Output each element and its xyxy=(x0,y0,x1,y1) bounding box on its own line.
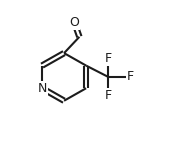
Text: F: F xyxy=(105,89,112,102)
Text: O: O xyxy=(70,17,79,30)
Text: F: F xyxy=(105,52,112,65)
Text: N: N xyxy=(37,82,47,95)
Text: F: F xyxy=(127,70,134,83)
